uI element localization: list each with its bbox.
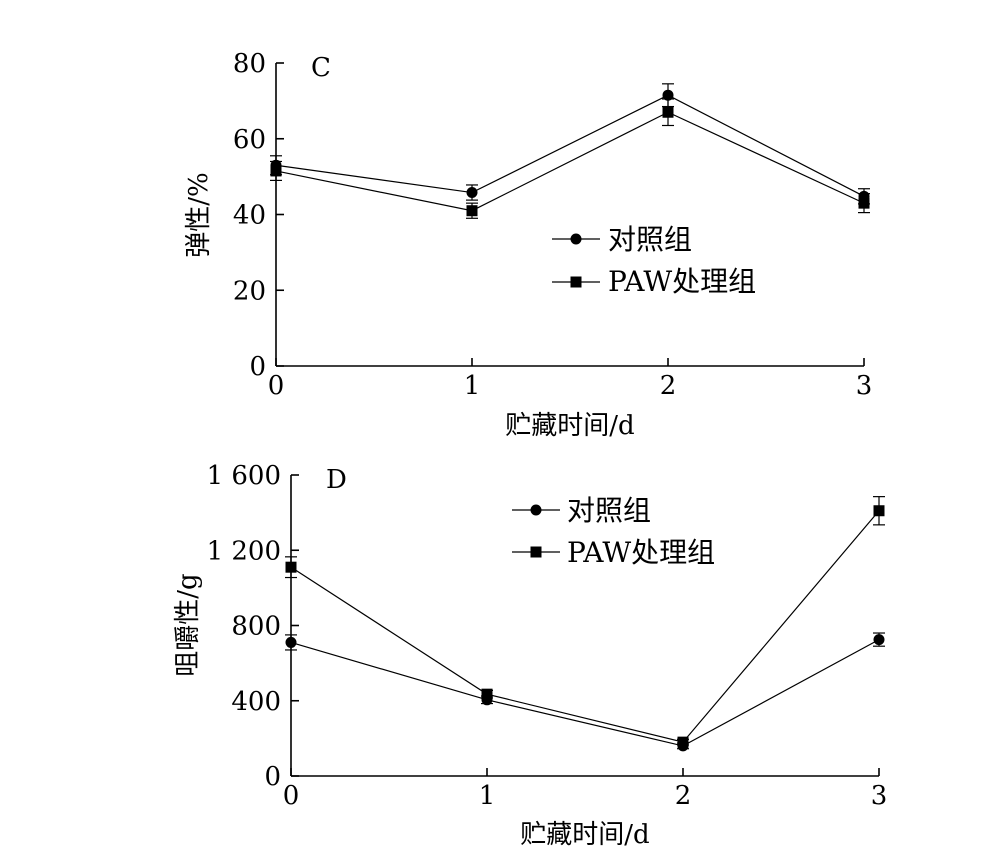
legend-marker-circle (570, 233, 582, 245)
legend-c: 对照组 PAW处理组 (552, 223, 756, 298)
data-point-paw (873, 505, 885, 517)
series-line-control (275, 94, 865, 197)
y-tick-label: 1 200 (207, 536, 281, 566)
legend-label-paw-d: PAW处理组 (567, 536, 715, 569)
chart-panel-d: 0 400 800 1 200 1 600 0 1 2 3 D 贮藏时间/d 咀嚼性/g 对照组… (173, 461, 887, 850)
axes-c: 0 20 40 60 80 0 1 2 3 (233, 49, 872, 401)
x-tick-label: 3 (856, 371, 873, 401)
data-point-paw (466, 205, 478, 217)
y-tick-label: 40 (233, 201, 266, 231)
legend-marker-square (530, 546, 542, 558)
series-line-paw (275, 111, 865, 212)
y-tick-label: 800 (231, 612, 281, 642)
data-point-control (285, 636, 297, 648)
data-point-control (466, 187, 478, 199)
y-tick-label: 0 (249, 352, 266, 382)
y-tick-label: 1 600 (207, 461, 281, 491)
y-axis-title-c: 弹性/% (184, 172, 214, 257)
y-tick-label: 20 (233, 276, 266, 306)
data-point-paw (481, 688, 493, 700)
x-tick-label: 2 (675, 781, 692, 811)
legend-d: 对照组 PAW处理组 (512, 494, 715, 569)
data-point-paw (285, 561, 297, 573)
x-tick-label: 2 (660, 371, 677, 401)
chart-panel-c: 0 20 40 60 80 0 1 2 3 C 贮藏时间/d 弹性/% 对照组 PAW处理组 (184, 49, 872, 441)
x-tick-label: 1 (464, 371, 481, 401)
x-axis-title-c: 贮藏时间/d (505, 411, 634, 441)
x-tick-label: 0 (268, 371, 285, 401)
y-tick-label: 0 (264, 762, 281, 792)
data-point-paw (662, 106, 674, 118)
data-point-paw (677, 736, 689, 748)
series-group-d (285, 496, 885, 752)
legend-label-paw-c: PAW处理组 (608, 265, 756, 298)
panel-label-c: C (311, 53, 331, 83)
x-tick-label: 1 (479, 781, 496, 811)
data-point-control (662, 89, 674, 101)
y-tick-label: 60 (233, 125, 266, 155)
legend-marker-square (570, 276, 582, 288)
y-axis-title-d: 咀嚼性/g (173, 573, 203, 676)
data-point-control (873, 634, 885, 646)
legend-label-control-c: 对照组 (608, 223, 692, 256)
data-point-paw (270, 165, 282, 177)
legend-label-control-d: 对照组 (567, 494, 651, 527)
series-line-control (290, 639, 880, 747)
panel-label-d: D (326, 465, 347, 495)
x-axis-title-d: 贮藏时间/d (520, 820, 649, 850)
y-tick-label: 80 (233, 49, 266, 79)
y-tick-label: 400 (231, 687, 281, 717)
x-tick-label: 3 (871, 781, 888, 811)
data-point-paw (858, 197, 870, 209)
series-line-paw (290, 510, 880, 743)
axes-d: 0 400 800 1 200 1 600 0 1 2 3 (207, 461, 888, 811)
series-group-c (270, 83, 870, 219)
legend-marker-circle (530, 504, 542, 516)
x-tick-label: 0 (283, 781, 300, 811)
